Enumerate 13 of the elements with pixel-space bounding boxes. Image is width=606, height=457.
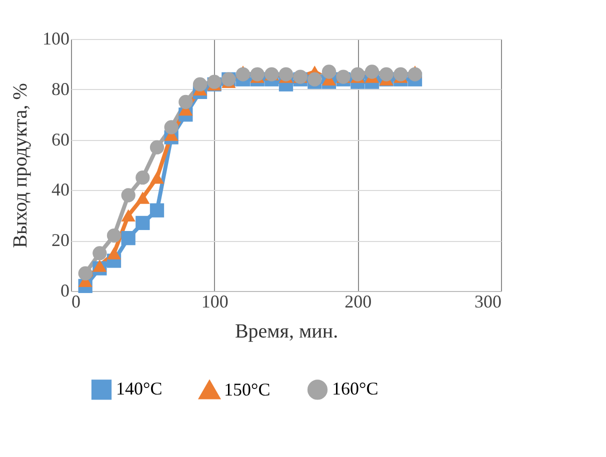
y-tick-label: 40 [52,180,70,200]
legend-label: 160°C [332,378,378,399]
y-tick-label: 80 [52,78,70,99]
x-axis-title: Время, мин. [234,320,338,342]
x-tick-label: 200 [344,292,372,312]
y-axis-title: Выход продукта, % [10,83,32,248]
legend-label: 150°C [224,379,270,400]
y-tick-label: 60 [52,129,70,150]
y-tick-label: 100 [42,28,70,48]
legend-label: 140°C [116,378,162,399]
y-tick-label: 20 [52,230,70,250]
x-tick-label: 100 [201,292,228,312]
x-tick-label: 300 [474,292,502,312]
